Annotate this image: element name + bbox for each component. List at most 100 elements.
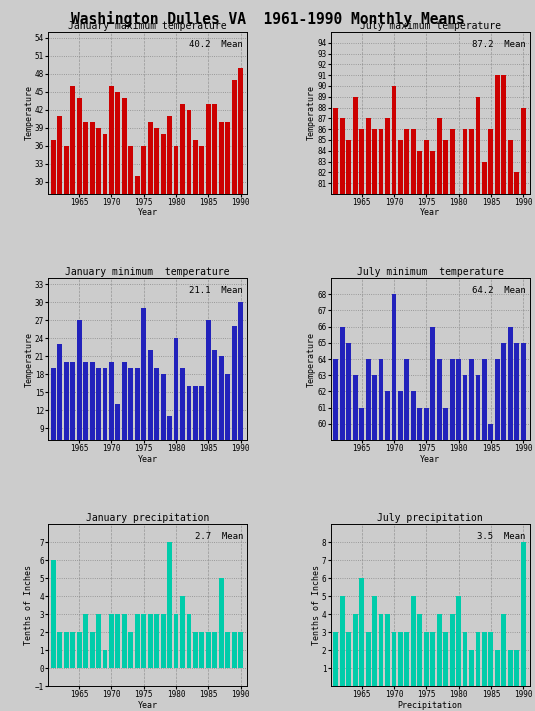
Bar — [456, 194, 461, 711]
Bar — [116, 92, 120, 362]
Bar — [128, 632, 133, 668]
Bar — [353, 614, 358, 686]
Bar — [346, 632, 351, 686]
Bar — [333, 359, 338, 711]
Bar — [200, 632, 204, 668]
Text: 3.5  Mean: 3.5 Mean — [477, 533, 526, 541]
Bar — [392, 632, 396, 686]
Bar — [128, 368, 133, 482]
Bar — [501, 75, 506, 711]
Bar — [96, 614, 101, 668]
Bar — [411, 596, 416, 686]
Bar — [398, 632, 403, 686]
Bar — [219, 578, 224, 668]
Bar — [379, 614, 384, 686]
Bar — [180, 104, 185, 362]
Bar — [238, 632, 243, 668]
Bar — [200, 386, 204, 482]
Bar — [482, 632, 487, 686]
Bar — [444, 140, 448, 711]
Bar — [83, 614, 88, 668]
Bar — [51, 368, 56, 482]
Bar — [379, 359, 384, 711]
Bar — [116, 614, 120, 668]
Bar — [411, 129, 416, 711]
Bar — [51, 140, 56, 362]
Bar — [167, 542, 172, 668]
Bar — [508, 140, 513, 711]
Bar — [346, 343, 351, 711]
Bar — [353, 97, 358, 711]
Bar — [508, 650, 513, 686]
Bar — [340, 118, 345, 711]
Bar — [430, 632, 435, 686]
Bar — [392, 294, 396, 711]
Text: 64.2  Mean: 64.2 Mean — [472, 287, 526, 295]
Bar — [488, 424, 493, 711]
Bar — [212, 632, 217, 668]
Y-axis label: Temperature: Temperature — [307, 85, 316, 141]
Title: July maximum temperature: July maximum temperature — [360, 21, 501, 31]
Bar — [148, 122, 152, 362]
Bar — [372, 129, 377, 711]
Bar — [141, 146, 146, 362]
Bar — [424, 140, 429, 711]
Bar — [96, 128, 101, 362]
Bar — [77, 320, 81, 482]
Bar — [57, 632, 62, 668]
Bar — [193, 386, 198, 482]
Bar — [206, 632, 211, 668]
Bar — [193, 632, 198, 668]
Y-axis label: Tenths of Inches: Tenths of Inches — [311, 565, 320, 645]
Bar — [135, 614, 140, 668]
Bar — [353, 375, 358, 711]
Bar — [495, 650, 500, 686]
Bar — [404, 359, 409, 711]
Bar — [392, 86, 396, 711]
Bar — [174, 338, 179, 482]
Bar — [64, 362, 68, 482]
Bar — [398, 392, 403, 711]
Bar — [160, 374, 165, 482]
Title: July minimum  temperature: July minimum temperature — [357, 267, 503, 277]
Bar — [83, 362, 88, 482]
Bar — [340, 326, 345, 711]
Bar — [96, 368, 101, 482]
Bar — [128, 146, 133, 362]
X-axis label: Year: Year — [420, 208, 440, 218]
Bar — [141, 614, 146, 668]
Bar — [521, 542, 525, 686]
Bar — [469, 359, 474, 711]
Bar — [404, 129, 409, 711]
Bar — [444, 407, 448, 711]
Bar — [476, 375, 480, 711]
X-axis label: Precipitation: Precipitation — [398, 700, 463, 710]
Bar — [417, 407, 422, 711]
Title: January minimum  temperature: January minimum temperature — [65, 267, 230, 277]
Bar — [437, 118, 441, 711]
Text: 40.2  Mean: 40.2 Mean — [189, 40, 243, 49]
Bar — [122, 98, 127, 362]
Bar — [200, 146, 204, 362]
Bar — [379, 129, 384, 711]
Bar — [57, 344, 62, 482]
Bar — [167, 416, 172, 482]
Bar — [238, 68, 243, 362]
Bar — [437, 359, 441, 711]
Bar — [103, 368, 108, 482]
Bar — [232, 326, 236, 482]
Bar — [385, 392, 390, 711]
Bar — [70, 632, 75, 668]
Bar — [456, 596, 461, 686]
Bar — [148, 614, 152, 668]
Bar — [463, 632, 468, 686]
Bar — [109, 614, 114, 668]
Bar — [160, 134, 165, 362]
X-axis label: Year: Year — [420, 454, 440, 464]
Bar — [64, 146, 68, 362]
Text: 87.2  Mean: 87.2 Mean — [472, 40, 526, 49]
Bar — [488, 632, 493, 686]
Bar — [122, 614, 127, 668]
Bar — [160, 614, 165, 668]
Bar — [135, 176, 140, 362]
